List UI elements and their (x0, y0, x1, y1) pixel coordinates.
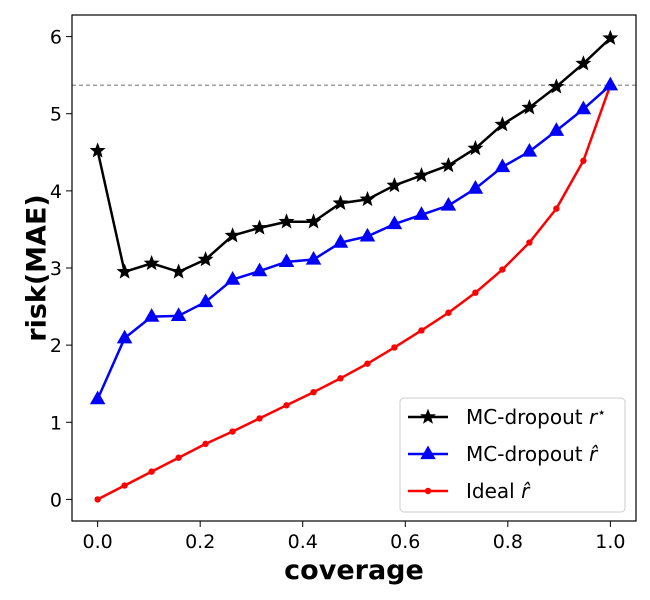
x-tick-label: 0.0 (83, 531, 113, 553)
data-point-1 (359, 227, 376, 242)
y-tick-label: 0 (50, 489, 62, 511)
data-point-2 (418, 327, 425, 334)
data-point-1 (602, 76, 619, 91)
data-point-1 (521, 143, 538, 157)
data-point-1 (548, 122, 565, 136)
data-point-1 (305, 251, 322, 265)
legend-marker-1 (420, 445, 436, 460)
data-point-0 (575, 55, 592, 71)
data-point-2 (94, 496, 101, 503)
data-point-0 (413, 167, 430, 183)
x-tick-label: 0.8 (493, 531, 523, 553)
data-point-0 (224, 227, 241, 243)
y-tick-label: 4 (50, 181, 62, 203)
data-point-0 (251, 219, 268, 235)
data-point-0 (494, 116, 511, 132)
legend-marker-2 (424, 487, 432, 495)
x-tick-label: 0.6 (390, 531, 420, 553)
data-point-0 (440, 157, 457, 173)
data-point-1 (467, 180, 484, 194)
data-point-2 (364, 360, 371, 367)
data-point-1 (278, 253, 295, 267)
data-point-2 (148, 468, 155, 475)
y-axis-title: risk(MAE) (22, 194, 53, 342)
y-tick-label: 3 (50, 258, 62, 280)
data-point-1 (413, 206, 430, 220)
data-point-1 (494, 158, 511, 173)
data-point-2 (337, 375, 344, 382)
data-point-1 (170, 307, 187, 321)
data-point-2 (121, 482, 128, 489)
x-tick-label: 1.0 (595, 531, 625, 553)
legend: MC-dropout r⋆ MC-dropout r̂ Ideal r̂ (399, 397, 626, 513)
data-point-2 (283, 402, 290, 409)
data-point-2 (229, 428, 236, 435)
legend-frame (399, 397, 626, 513)
data-point-0 (548, 78, 565, 94)
data-point-2 (310, 388, 317, 396)
data-point-0 (467, 140, 484, 156)
data-point-2 (445, 309, 452, 316)
data-point-0 (143, 254, 160, 271)
data-point-2 (391, 344, 398, 351)
data-point-0 (89, 142, 106, 158)
data-point-2 (526, 239, 533, 246)
data-point-0 (359, 190, 376, 207)
data-point-1 (332, 234, 349, 248)
legend-marker-0 (420, 408, 436, 424)
data-point-0 (521, 99, 538, 115)
data-point-1 (143, 308, 160, 322)
data-point-1 (224, 271, 241, 285)
data-point-0 (332, 194, 349, 210)
axes-layer: 0.0 0.2 0.4 0.6 0.8 1.0 0 1 2 3 4 5 6 (50, 27, 626, 553)
data-point-1 (89, 390, 106, 405)
data-point-2 (553, 205, 560, 212)
data-point-0 (116, 263, 133, 279)
y-tick-label: 5 (50, 104, 62, 126)
data-point-1 (575, 100, 592, 115)
data-point-2 (256, 415, 263, 422)
data-point-0 (602, 29, 619, 45)
data-point-1 (440, 197, 457, 211)
data-point-2 (202, 440, 209, 448)
series-line-2 (97, 84, 612, 501)
x-axis-title: coverage (284, 555, 424, 586)
data-point-1 (197, 293, 214, 308)
x-tick-label: 0.4 (288, 531, 318, 553)
data-point-2 (580, 157, 587, 164)
data-point-1 (386, 215, 403, 230)
data-point-0 (278, 213, 295, 229)
legend-label-0: MC-dropout r⋆ (466, 405, 606, 429)
data-point-0 (386, 177, 403, 193)
data-point-1 (251, 262, 268, 277)
series-line-1 (96, 84, 612, 400)
x-tick-label: 0.2 (185, 531, 215, 553)
data-point-2 (472, 289, 479, 296)
data-point-0 (305, 213, 322, 229)
data-point-2 (499, 266, 506, 273)
plot-layer (72, 29, 636, 503)
data-point-1 (116, 329, 133, 344)
data-point-0 (170, 263, 187, 279)
legend-label-1: MC-dropout r̂ (466, 442, 599, 466)
y-tick-label: 1 (50, 412, 62, 434)
data-point-2 (175, 454, 182, 461)
y-tick-label: 2 (50, 335, 62, 357)
data-point-0 (197, 251, 214, 267)
legend-label-2: Ideal r̂ (466, 479, 531, 503)
y-tick-label: 6 (50, 27, 62, 49)
